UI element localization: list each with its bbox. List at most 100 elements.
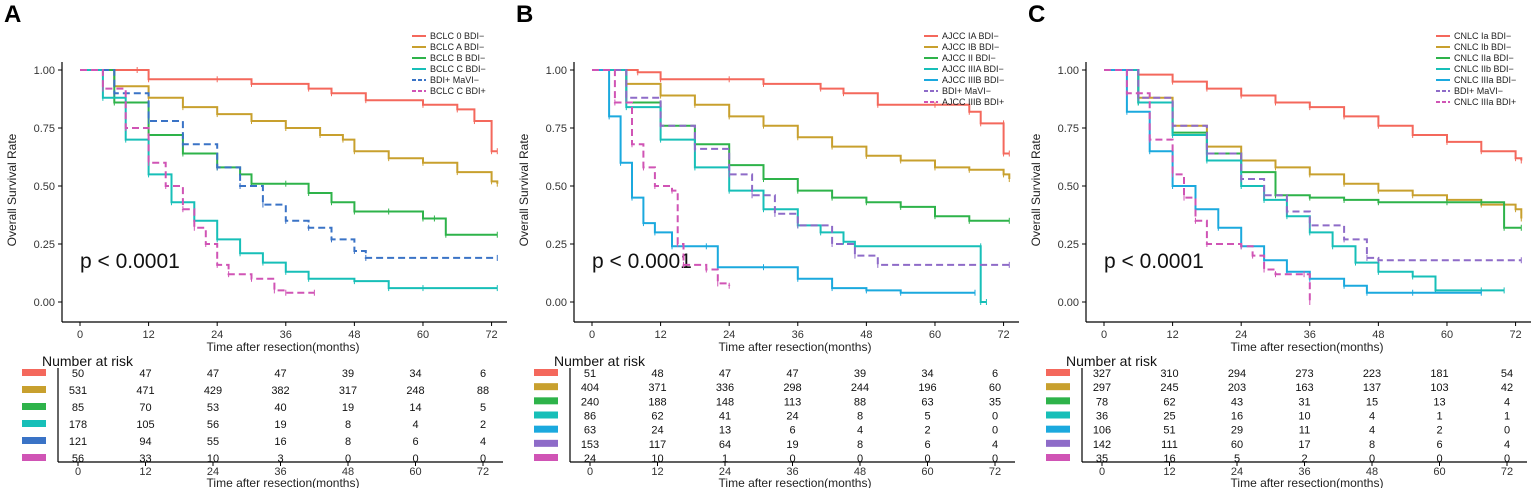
risk-x-tick-label: 60 (921, 466, 933, 478)
risk-count: 105 (136, 419, 154, 431)
km-curve (1104, 69, 1523, 161)
risk-count: 47 (139, 368, 151, 380)
x-axis-title: Time after resection(months) (207, 340, 360, 354)
risk-count: 19 (786, 439, 798, 451)
y-tick-label: 1.00 (546, 65, 567, 77)
risk-x-tick-label: 24 (719, 466, 731, 478)
legend-label: BCLC 0 BDI− (430, 31, 484, 41)
risk-count: 0 (992, 425, 998, 437)
risk-x-axis-title: Time after resection(months) (719, 476, 872, 488)
risk-count: 8 (345, 436, 351, 448)
risk-count: 223 (1363, 368, 1381, 380)
risk-count: 4 (1504, 396, 1510, 408)
risk-row-swatch (1046, 411, 1070, 419)
y-tick-label: 0.25 (1058, 239, 1079, 251)
risk-count: 142 (1093, 439, 1111, 451)
x-tick-label: 0 (77, 329, 83, 341)
risk-count: 64 (719, 439, 731, 451)
risk-x-tick-label: 72 (1501, 466, 1513, 478)
risk-x-tick-label: 48 (342, 466, 354, 478)
risk-count: 163 (1295, 382, 1313, 394)
x-tick-label: 36 (792, 329, 804, 341)
risk-count: 240 (581, 396, 599, 408)
risk-count: 16 (1231, 411, 1243, 423)
risk-x-tick-label: 48 (854, 466, 866, 478)
risk-count: 4 (412, 419, 418, 431)
risk-count: 10 (207, 453, 219, 465)
risk-x-tick-label: 0 (1099, 466, 1105, 478)
risk-count: 196 (918, 382, 936, 394)
risk-x-tick-label: 36 (786, 466, 798, 478)
risk-count: 86 (584, 411, 596, 423)
legend-label: BDI+ MaVI− (430, 75, 479, 85)
risk-count: 336 (716, 382, 734, 394)
risk-count: 244 (851, 382, 869, 394)
risk-x-tick-label: 72 (989, 466, 1001, 478)
risk-count: 15 (1366, 396, 1378, 408)
risk-count: 11 (1299, 425, 1310, 437)
risk-count: 0 (1504, 453, 1510, 465)
risk-count: 5 (480, 402, 486, 414)
km-curve (592, 69, 975, 294)
risk-count: 17 (1298, 439, 1310, 451)
y-tick-label: 0.50 (546, 181, 567, 193)
risk-row-swatch (1046, 369, 1070, 376)
x-axis-title: Time after resection(months) (719, 340, 872, 354)
risk-table-title: Number at risk (42, 353, 134, 369)
y-tick-label: 0.25 (546, 239, 567, 251)
legend-label: CNLC Ia BDI− (1454, 31, 1511, 41)
km-curve (80, 69, 498, 153)
risk-count: 39 (342, 368, 354, 380)
legend-label: BDI+ MaVI− (942, 86, 991, 96)
risk-count: 19 (342, 402, 354, 414)
risk-count: 8 (857, 439, 863, 451)
risk-x-tick-label: 12 (139, 466, 151, 478)
risk-count: 2 (924, 425, 930, 437)
risk-row-swatch (534, 454, 558, 461)
risk-count: 54 (1501, 368, 1513, 380)
risk-row-swatch (534, 369, 558, 376)
risk-count: 47 (786, 368, 798, 380)
risk-row-swatch (22, 437, 46, 444)
risk-count: 88 (477, 385, 489, 397)
risk-count: 10 (651, 453, 663, 465)
x-tick-label: 60 (417, 329, 429, 341)
risk-count: 5 (1234, 453, 1240, 465)
risk-row-swatch (1046, 439, 1070, 447)
y-tick-label: 0.00 (546, 297, 567, 309)
legend-label: AJCC IA BDI− (942, 31, 999, 41)
risk-count: 6 (924, 439, 930, 451)
risk-x-tick-label: 36 (274, 466, 286, 478)
risk-count: 10 (1298, 411, 1310, 423)
legend: BCLC 0 BDI−BCLC A BDI−BCLC B BDI−BCLC C … (412, 31, 486, 96)
risk-count: 327 (1093, 368, 1111, 380)
risk-count: 310 (1160, 368, 1178, 380)
risk-count: 245 (1160, 382, 1178, 394)
risk-count: 181 (1430, 368, 1448, 380)
risk-count: 203 (1228, 382, 1246, 394)
risk-count: 51 (584, 368, 596, 380)
x-axis-title: Time after resection(months) (1231, 340, 1384, 354)
risk-count: 31 (1298, 396, 1310, 408)
risk-x-tick-label: 60 (409, 466, 421, 478)
risk-count: 137 (1363, 382, 1381, 394)
risk-count: 62 (1163, 396, 1175, 408)
x-tick-label: 36 (280, 329, 292, 341)
risk-count: 50 (72, 368, 84, 380)
risk-count: 62 (651, 411, 663, 423)
risk-count: 106 (1093, 425, 1111, 437)
risk-count: 36 (1096, 411, 1108, 423)
risk-x-tick-label: 60 (1433, 466, 1445, 478)
risk-count: 273 (1295, 368, 1313, 380)
risk-count: 113 (784, 396, 802, 408)
risk-count: 2 (1301, 453, 1307, 465)
x-tick-label: 24 (723, 329, 735, 341)
x-tick-label: 72 (1509, 329, 1521, 341)
risk-count: 294 (1228, 368, 1246, 380)
risk-x-tick-label: 0 (75, 466, 81, 478)
legend-label: AJCC IB BDI− (942, 42, 999, 52)
risk-count: 55 (207, 436, 219, 448)
